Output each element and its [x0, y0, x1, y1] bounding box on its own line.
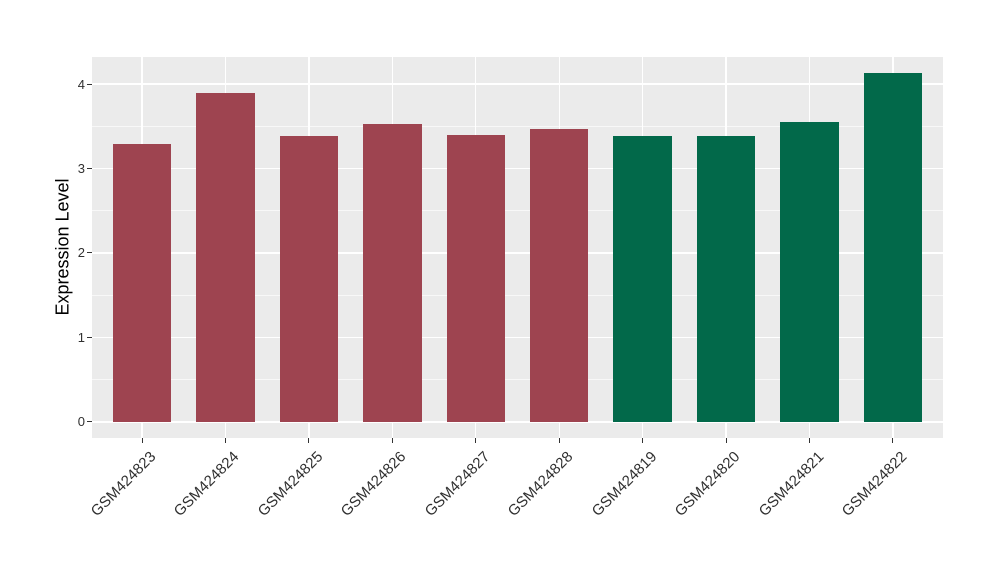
bar-GSM424820 — [696, 136, 756, 422]
bar-GSM424824 — [196, 93, 255, 422]
x-tick-label-GSM424822: GSM424822 — [838, 448, 911, 520]
gridline-major-y-4 — [92, 83, 943, 85]
bar-GSM424827 — [446, 134, 505, 422]
x-tick-mark-GSM424821 — [809, 438, 810, 443]
gridline-major-y-0 — [92, 421, 943, 423]
plot-panel — [92, 57, 943, 438]
gridline-minor-y-3.5 — [92, 125, 943, 127]
x-tick-label-GSM424821: GSM424821 — [755, 448, 827, 520]
y-tick-label-4: 4 — [77, 76, 85, 92]
x-tick-mark-GSM424823 — [141, 438, 143, 443]
x-tick-label-GSM424819: GSM424819 — [588, 448, 660, 520]
x-tick-mark-GSM424819 — [642, 438, 644, 443]
x-tick-label-GSM424820: GSM424820 — [671, 448, 744, 520]
gridline-minor-y-1.5 — [92, 294, 943, 296]
x-tick-mark-GSM424825 — [308, 438, 310, 443]
x-tick-label-GSM424827: GSM424827 — [421, 448, 494, 520]
x-tick-mark-GSM424824 — [224, 438, 226, 443]
gridline-major-y-2 — [92, 252, 943, 254]
x-tick-mark-GSM424820 — [725, 438, 727, 443]
gridline-major-y-3 — [92, 167, 943, 170]
gridline-major-y-1 — [92, 336, 943, 339]
x-tick-label-GSM424825: GSM424825 — [254, 448, 327, 520]
x-tick-label-GSM424826: GSM424826 — [338, 448, 410, 520]
bar-GSM424826 — [363, 123, 422, 422]
y-tick-label-3: 3 — [77, 161, 85, 176]
bar-GSM424825 — [279, 135, 339, 422]
x-tick-label-GSM424828: GSM424828 — [504, 448, 577, 520]
bar-GSM424821 — [780, 122, 839, 422]
y-tick-label-1: 1 — [77, 329, 85, 345]
x-tick-mark-GSM424828 — [558, 438, 560, 443]
x-tick-label-GSM424823: GSM424823 — [87, 448, 160, 520]
bar-GSM424822 — [863, 73, 923, 422]
gridline-minor-y-0.5 — [92, 379, 943, 381]
bar-GSM424819 — [613, 136, 672, 422]
bar-GSM424823 — [112, 144, 172, 422]
gridline-minor-y-2.5 — [92, 210, 943, 212]
x-tick-mark-GSM424827 — [475, 438, 477, 443]
x-tick-mark-GSM424822 — [892, 438, 894, 443]
x-tick-mark-GSM424826 — [391, 438, 393, 443]
y-axis-title: Expression Level — [52, 178, 73, 316]
x-tick-label-GSM424824: GSM424824 — [171, 448, 243, 520]
y-tick-label-0: 0 — [77, 414, 85, 430]
bar-GSM424828 — [530, 128, 589, 422]
